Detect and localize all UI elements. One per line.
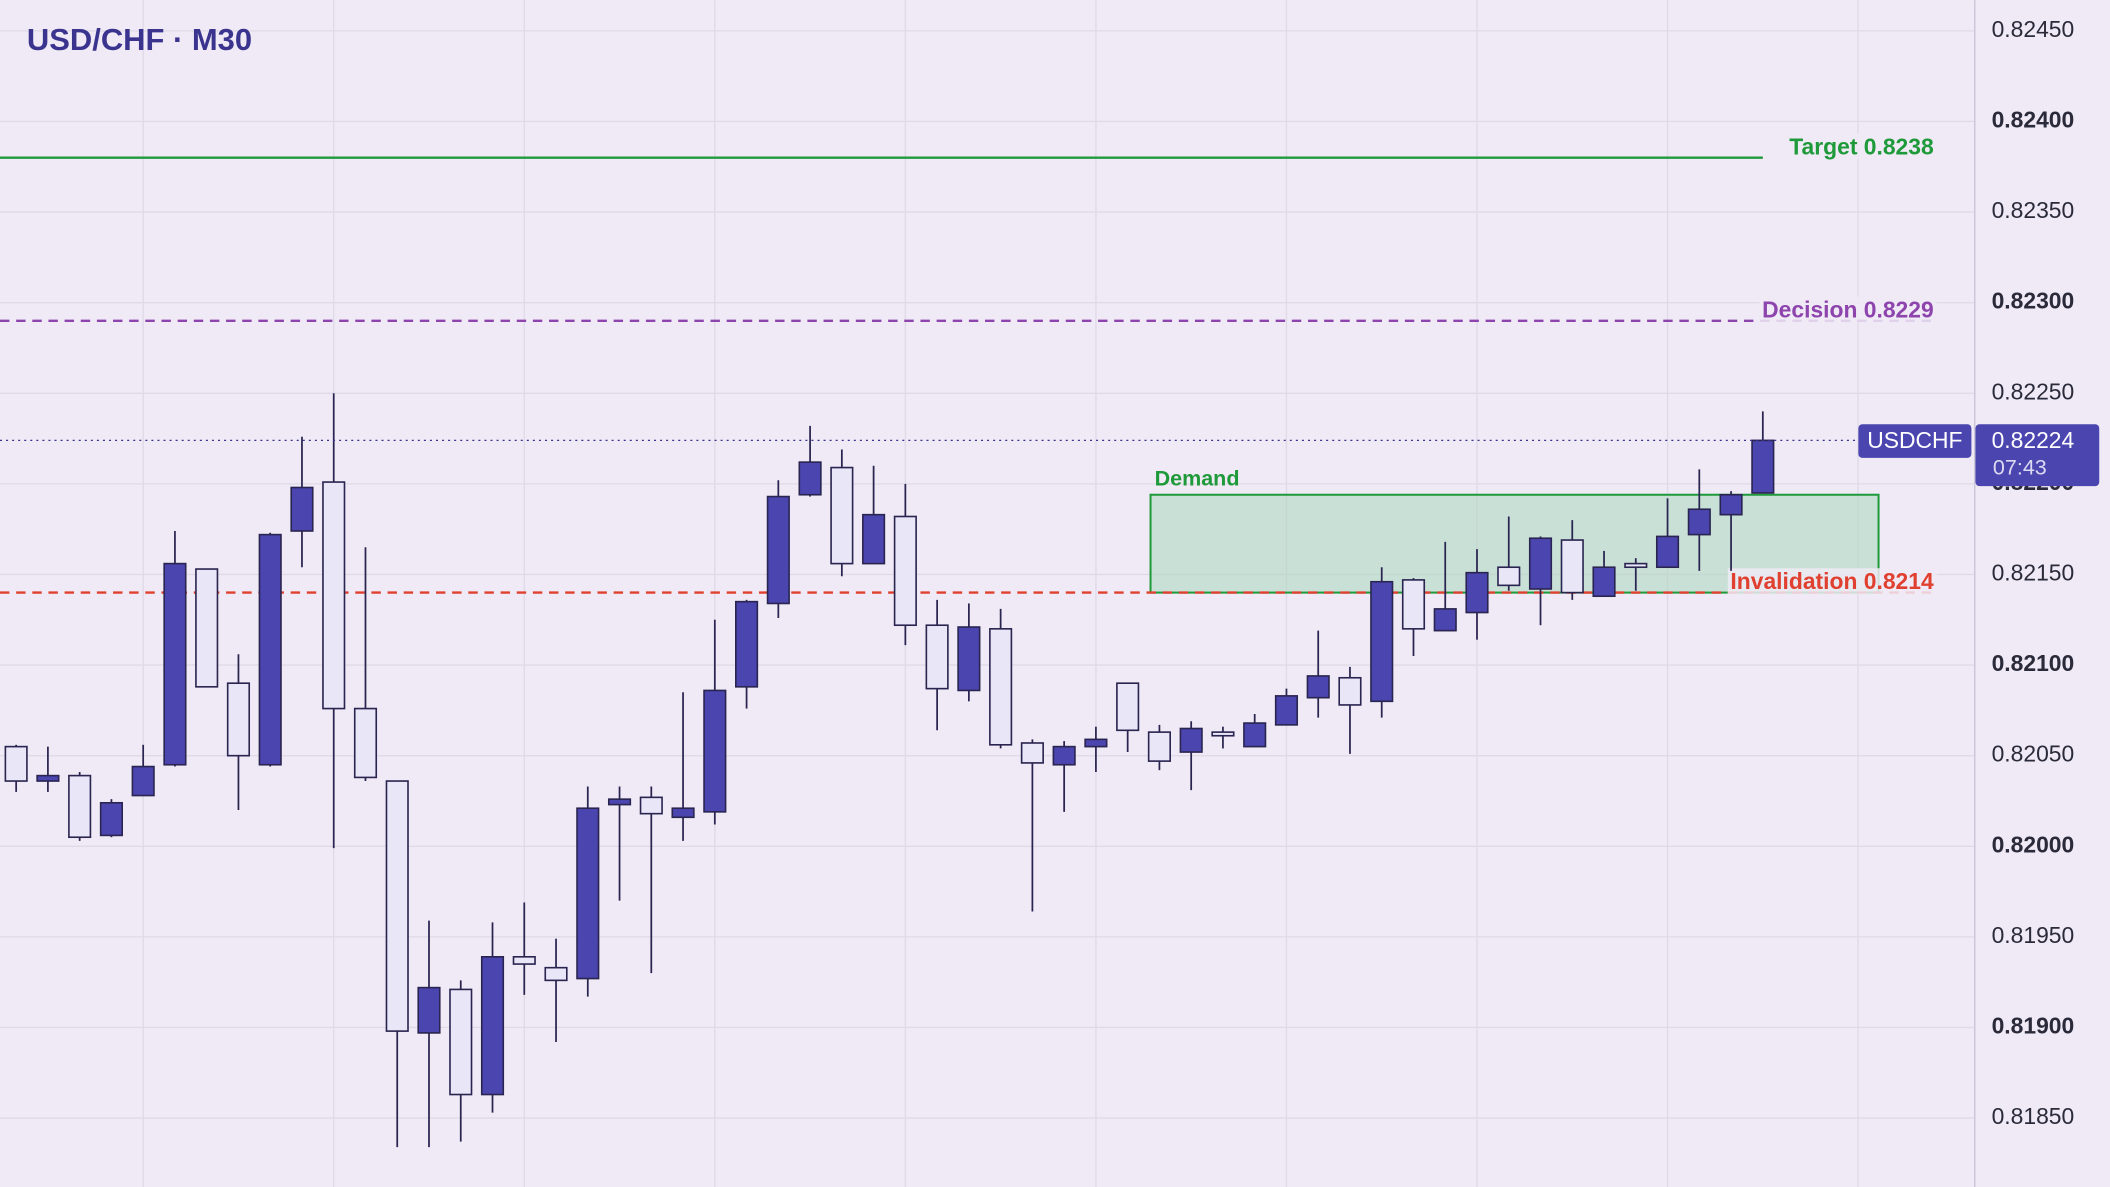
level-label: Invalidation 0.8214: [1730, 568, 1934, 594]
candle-body: [99, 801, 123, 837]
candle-body: [1211, 731, 1235, 737]
candle-body: [989, 628, 1013, 746]
candle-body: [576, 807, 600, 980]
y-tick-label: 0.82400: [1992, 107, 2075, 133]
symbol-badge: [1858, 424, 1972, 458]
y-tick-label: 0.82150: [1992, 560, 2075, 586]
y-tick-label: 0.82300: [1992, 288, 2075, 314]
candle-body: [766, 495, 790, 605]
level-label-bg: [1727, 568, 1937, 595]
candle-body: [36, 774, 60, 782]
y-tick-label: 0.81950: [1992, 922, 2075, 948]
candle-body: [1687, 508, 1711, 536]
y-tick-label: 0.81850: [1992, 1103, 2075, 1129]
y-tick-label: 0.82250: [1992, 378, 2075, 404]
candle-body: [893, 515, 917, 627]
candle-body: [1020, 742, 1044, 764]
candle-body: [544, 966, 568, 982]
y-tick-label: 0.81900: [1992, 1013, 2075, 1039]
candle-body: [830, 466, 854, 565]
candle-body: [417, 986, 441, 1034]
y-tick-label: 0.82350: [1992, 197, 2075, 223]
candle-body: [353, 707, 378, 779]
candle-body: [1116, 682, 1140, 732]
candle-body: [290, 486, 314, 532]
candle-body: [735, 600, 759, 688]
level-label-bg: [1759, 296, 1937, 323]
candle-body: [1243, 722, 1267, 748]
y-tick-label: 0.82450: [1992, 16, 2075, 42]
candle-body: [68, 774, 92, 839]
candle-body: [1179, 727, 1203, 753]
y-tick-label: 0.82000: [1992, 831, 2075, 857]
price-badge: [1975, 424, 2100, 487]
candle-body: [1401, 579, 1426, 630]
candle-body: [1338, 676, 1362, 706]
countdown-label: 07:43: [1993, 455, 2047, 479]
candle-body: [480, 956, 505, 1096]
chart-title: USD/CHF · M30: [27, 22, 252, 57]
candle-body: [1655, 535, 1680, 569]
candle-body: [449, 988, 473, 1096]
candle-body: [1751, 439, 1775, 494]
candle-body: [607, 798, 632, 806]
candle-body: [1719, 493, 1743, 516]
candle-body: [195, 568, 219, 688]
candle-body: [1592, 566, 1616, 598]
level-label-bg: [1786, 133, 1937, 160]
candle-body: [1560, 539, 1584, 594]
candle-body: [1528, 537, 1553, 590]
candle-body: [1465, 571, 1489, 614]
candle-body: [1497, 566, 1521, 587]
candle-body: [1624, 562, 1648, 569]
y-tick-label: 0.82100: [1992, 650, 2075, 676]
candle-body: [322, 481, 346, 710]
candle-body: [163, 562, 187, 766]
symbol-label: USDCHF: [1867, 427, 1962, 453]
candle-body: [798, 461, 822, 496]
candle-body: [226, 682, 251, 757]
zone-label: Demand: [1155, 467, 1240, 491]
candle-body: [703, 689, 727, 813]
y-tick-label: 0.82050: [1992, 741, 2075, 767]
level-label: Decision 0.8229: [1762, 296, 1934, 322]
current-price-label: 0.82224: [1992, 427, 2075, 453]
candle-body: [1306, 675, 1330, 699]
level-label: Target 0.8238: [1789, 133, 1934, 159]
candle-body: [639, 796, 663, 815]
candle-body: [131, 765, 155, 797]
candle-body: [862, 513, 886, 565]
candle-body: [1433, 608, 1457, 632]
candle-body: [957, 626, 981, 692]
candle-body: [385, 780, 409, 1032]
candle-body: [1084, 738, 1108, 748]
candle-body: [1052, 745, 1076, 766]
candle-body: [671, 807, 695, 819]
candle-body: [925, 624, 949, 690]
candle-body: [512, 956, 536, 965]
candle-body: [4, 745, 28, 782]
candle-body: [258, 533, 282, 766]
candle-body: [1147, 731, 1171, 762]
candle-body: [1274, 695, 1299, 726]
candle-body: [1370, 580, 1394, 703]
